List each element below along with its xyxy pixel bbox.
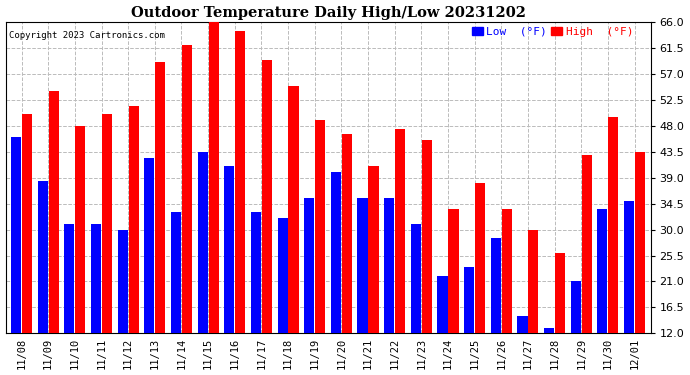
Bar [411, 224, 421, 333]
Bar [155, 63, 166, 333]
Bar [144, 158, 155, 333]
Bar [464, 267, 474, 333]
Bar [502, 209, 512, 333]
Bar [529, 230, 538, 333]
Bar [448, 209, 459, 333]
Bar [624, 201, 634, 333]
Bar [208, 22, 219, 333]
Bar [491, 238, 501, 333]
Bar [304, 198, 315, 333]
Bar [368, 166, 379, 333]
Bar [102, 114, 112, 333]
Bar [331, 172, 341, 333]
Bar [437, 276, 448, 333]
Bar [582, 154, 592, 333]
Bar [315, 120, 325, 333]
Bar [277, 218, 288, 333]
Bar [262, 60, 272, 333]
Bar [609, 117, 618, 333]
Bar [91, 224, 101, 333]
Bar [22, 114, 32, 333]
Bar [357, 198, 368, 333]
Bar [235, 31, 245, 333]
Bar [197, 152, 208, 333]
Bar [384, 198, 394, 333]
Bar [11, 137, 21, 333]
Bar [171, 212, 181, 333]
Bar [117, 230, 128, 333]
Bar [475, 183, 485, 333]
Bar [342, 135, 352, 333]
Bar [555, 253, 565, 333]
Bar [182, 45, 192, 333]
Bar [64, 224, 75, 333]
Bar [518, 316, 528, 333]
Text: Copyright 2023 Cartronics.com: Copyright 2023 Cartronics.com [9, 32, 165, 40]
Bar [571, 282, 581, 333]
Bar [422, 140, 432, 333]
Bar [38, 181, 48, 333]
Bar [635, 152, 645, 333]
Legend: Low  (°F), High  (°F): Low (°F), High (°F) [469, 24, 635, 39]
Title: Outdoor Temperature Daily High/Low 20231202: Outdoor Temperature Daily High/Low 20231… [130, 6, 526, 20]
Bar [128, 106, 139, 333]
Bar [598, 209, 607, 333]
Bar [288, 86, 299, 333]
Bar [251, 212, 261, 333]
Bar [544, 328, 554, 333]
Bar [395, 129, 405, 333]
Bar [75, 126, 86, 333]
Bar [48, 91, 59, 333]
Bar [224, 166, 235, 333]
